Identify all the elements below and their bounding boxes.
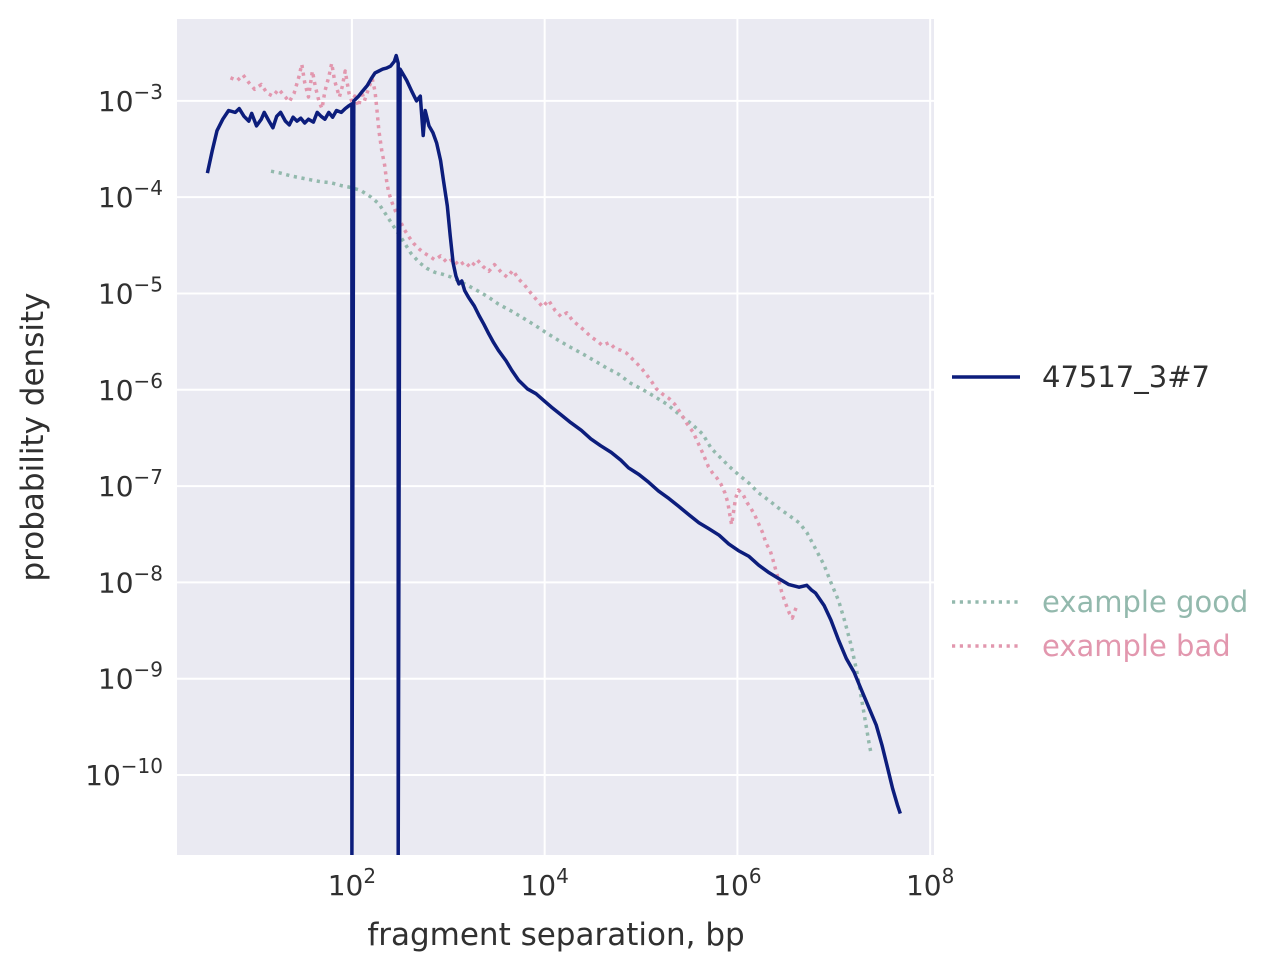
legend-label-example-bad: example bad	[1042, 629, 1231, 663]
legend-line-swatch-dotted-bad	[952, 644, 1020, 648]
x-axis-label: fragment separation, bp	[367, 917, 745, 953]
legend-item-example-bad: example bad	[950, 629, 1231, 663]
x-tick-label: 108	[906, 864, 954, 902]
x-tick-label: 106	[713, 864, 761, 902]
y-tick-label: 10−4	[98, 176, 163, 214]
y-tick-label: 10−5	[98, 272, 163, 310]
y-tick-label: 10−7	[98, 465, 163, 503]
y-axis-label: probability density	[15, 292, 51, 582]
data-series	[205, 53, 902, 855]
legend-item-example-good: example good	[950, 585, 1248, 619]
tick-labels: 102 104 106 108 10−3 10−4 10−5 10−6 10−7 10−8 10−9…	[85, 80, 954, 902]
series-line-47517-3-7	[205, 53, 902, 855]
legend-item-main-sample: 47517_3#7	[950, 360, 1210, 394]
series-line-example-good	[270, 169, 874, 756]
x-tick-label: 104	[520, 864, 568, 902]
y-tick-label: 10−3	[98, 80, 163, 118]
series-line-example-bad	[229, 61, 798, 620]
y-tick-label: 10−10	[85, 754, 163, 792]
legend-line-swatch-solid	[952, 375, 1020, 379]
legend-line-swatch-dotted-good	[952, 600, 1020, 604]
plot-area	[177, 19, 934, 855]
grid-lines	[177, 19, 934, 855]
y-tick-label: 10−6	[98, 369, 163, 407]
x-tick-label: 102	[328, 864, 376, 902]
y-tick-label: 10−8	[98, 561, 163, 599]
legend-label-example-good: example good	[1042, 585, 1249, 619]
y-tick-label: 10−9	[98, 658, 163, 696]
legend-label-main-sample: 47517_3#7	[1042, 360, 1210, 394]
